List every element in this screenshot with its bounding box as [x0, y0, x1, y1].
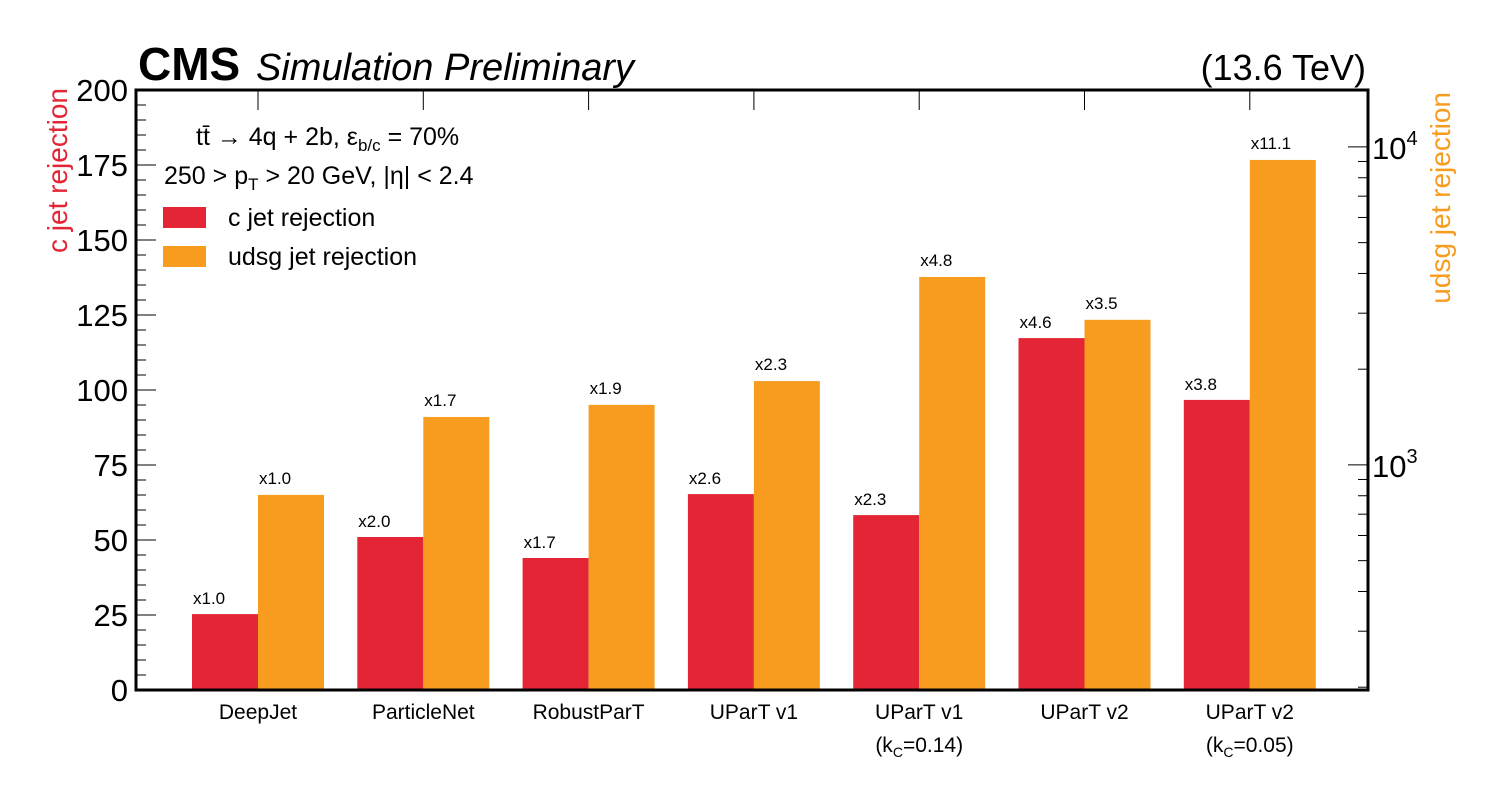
x-tick-label: RobustParT: [533, 701, 645, 724]
bar-c-jet: [192, 614, 258, 690]
bar-c-jet: [687, 494, 754, 690]
bar-label-udsg-jet: x11.1: [1251, 134, 1291, 153]
x-label-pre: (k: [1206, 734, 1224, 757]
bar-label-udsg-jet: x1.7: [424, 391, 456, 410]
bar-labels-group: x1.0 x1.0 x2.0 x1.7 x1.7 x1.9 x2.6 x2.3 x2.3 x4.8…: [193, 134, 1291, 608]
bar-udsg-jet: [1249, 159, 1316, 691]
bar-label-c-jet: x2.6: [689, 469, 721, 488]
right-tick-base: 10: [1372, 131, 1406, 166]
left-tick-label: 0: [111, 673, 128, 708]
right-tick-label: 104: [1372, 128, 1418, 166]
bar-label-udsg-jet: x1.0: [259, 469, 291, 488]
x-tick-label: UParT v1: [710, 701, 798, 724]
x-tick-label: UParT v2: [1040, 701, 1128, 724]
x-tick-label: UParT v1: [875, 701, 963, 724]
x-tick-label-sub: (kC=0.05): [1206, 734, 1294, 760]
left-tick-label: 100: [76, 373, 128, 408]
left-tick-label: 125: [76, 298, 128, 333]
left-tick-label: 175: [76, 148, 128, 183]
x-label-pre: (k: [875, 734, 893, 757]
bar-label-c-jet: x2.0: [358, 512, 390, 531]
x-label-subscript: C: [1223, 744, 1233, 760]
bar-label-udsg-jet: x2.3: [755, 355, 787, 374]
process-text: tt̄ → 4q + 2b, ε: [196, 123, 358, 151]
process-annotation: tt̄ → 4q + 2b, εb/c = 70%: [196, 123, 459, 155]
status-label: Simulation Preliminary: [256, 47, 636, 89]
pt-post: > 20 GeV, |η| < 2.4: [259, 162, 474, 190]
x-tick-label: UParT v2: [1206, 701, 1294, 724]
left-tick-label: 200: [76, 73, 128, 108]
bar-label-udsg-jet: x1.9: [590, 379, 622, 398]
x-tick-label: ParticleNet: [372, 701, 475, 724]
legend-swatch-c-jet: [163, 207, 206, 228]
cms-label: CMS: [138, 38, 240, 90]
plot-frame: [134, 88, 1370, 692]
right-tick-base: 10: [1372, 449, 1406, 484]
bar-label-c-jet: x3.8: [1185, 375, 1217, 394]
bar-label-udsg-jet: x3.5: [1086, 294, 1118, 313]
pt-subscript: T: [248, 175, 258, 194]
bar-label-c-jet: x1.0: [193, 589, 225, 608]
bar-label-c-jet: x4.6: [1020, 313, 1052, 332]
x-tick-label: DeepJet: [219, 701, 297, 724]
legend-swatch-udsg-jet: [163, 246, 206, 267]
pt-pre: 250 > p: [164, 162, 248, 190]
bar-udsg-jet: [423, 416, 490, 690]
bar-label-c-jet: x2.3: [854, 490, 886, 509]
right-tick-exponent: 3: [1406, 446, 1417, 468]
legend: c jet rejection udsg jet rejection: [163, 204, 417, 271]
legend-label-udsg-jet: udsg jet rejection: [228, 243, 417, 271]
bars-group: [192, 159, 1316, 691]
bar-label-udsg-jet: x4.8: [920, 251, 952, 270]
x-label-post: =0.05): [1234, 734, 1294, 757]
x-label-post: =0.14): [903, 734, 963, 757]
bar-c-jet: [522, 558, 589, 690]
left-tick-label: 50: [94, 523, 128, 558]
right-tick-label: 103: [1372, 446, 1418, 484]
right-axis-title: udsg jet rejection: [1425, 92, 1456, 304]
left-tick-label: 25: [94, 598, 128, 633]
bar-c-jet: [853, 515, 920, 690]
x-tick-label-sub: (kC=0.14): [875, 734, 963, 760]
bar-label-c-jet: x1.7: [524, 533, 556, 552]
x-label-subscript: C: [893, 744, 903, 760]
energy-label: (13.6 TeV): [1201, 47, 1366, 88]
right-tick-exponent: 4: [1406, 128, 1417, 150]
eff-subscript: b/c: [358, 136, 381, 155]
bar-udsg-jet: [1084, 319, 1151, 690]
bar-udsg-jet: [588, 404, 655, 690]
bar-c-jet: [357, 537, 424, 690]
left-tick-label: 75: [94, 448, 128, 483]
kinematic-annotation: 250 > pT > 20 GeV, |η| < 2.4: [164, 162, 474, 194]
bar-c-jet: [1018, 338, 1085, 690]
bar-udsg-jet: [919, 276, 986, 690]
eff-value: = 70%: [381, 123, 460, 151]
bar-c-jet: [1183, 399, 1250, 690]
legend-label-c-jet: c jet rejection: [228, 204, 375, 232]
x-axis-labels: DeepJet ParticleNet RobustParT UParT v1 UPar…: [219, 701, 1294, 760]
bar-udsg-jet: [258, 494, 324, 690]
left-tick-label: 150: [76, 223, 128, 258]
bar-udsg-jet: [753, 381, 820, 690]
left-axis-title: c jet rejection: [42, 88, 73, 253]
